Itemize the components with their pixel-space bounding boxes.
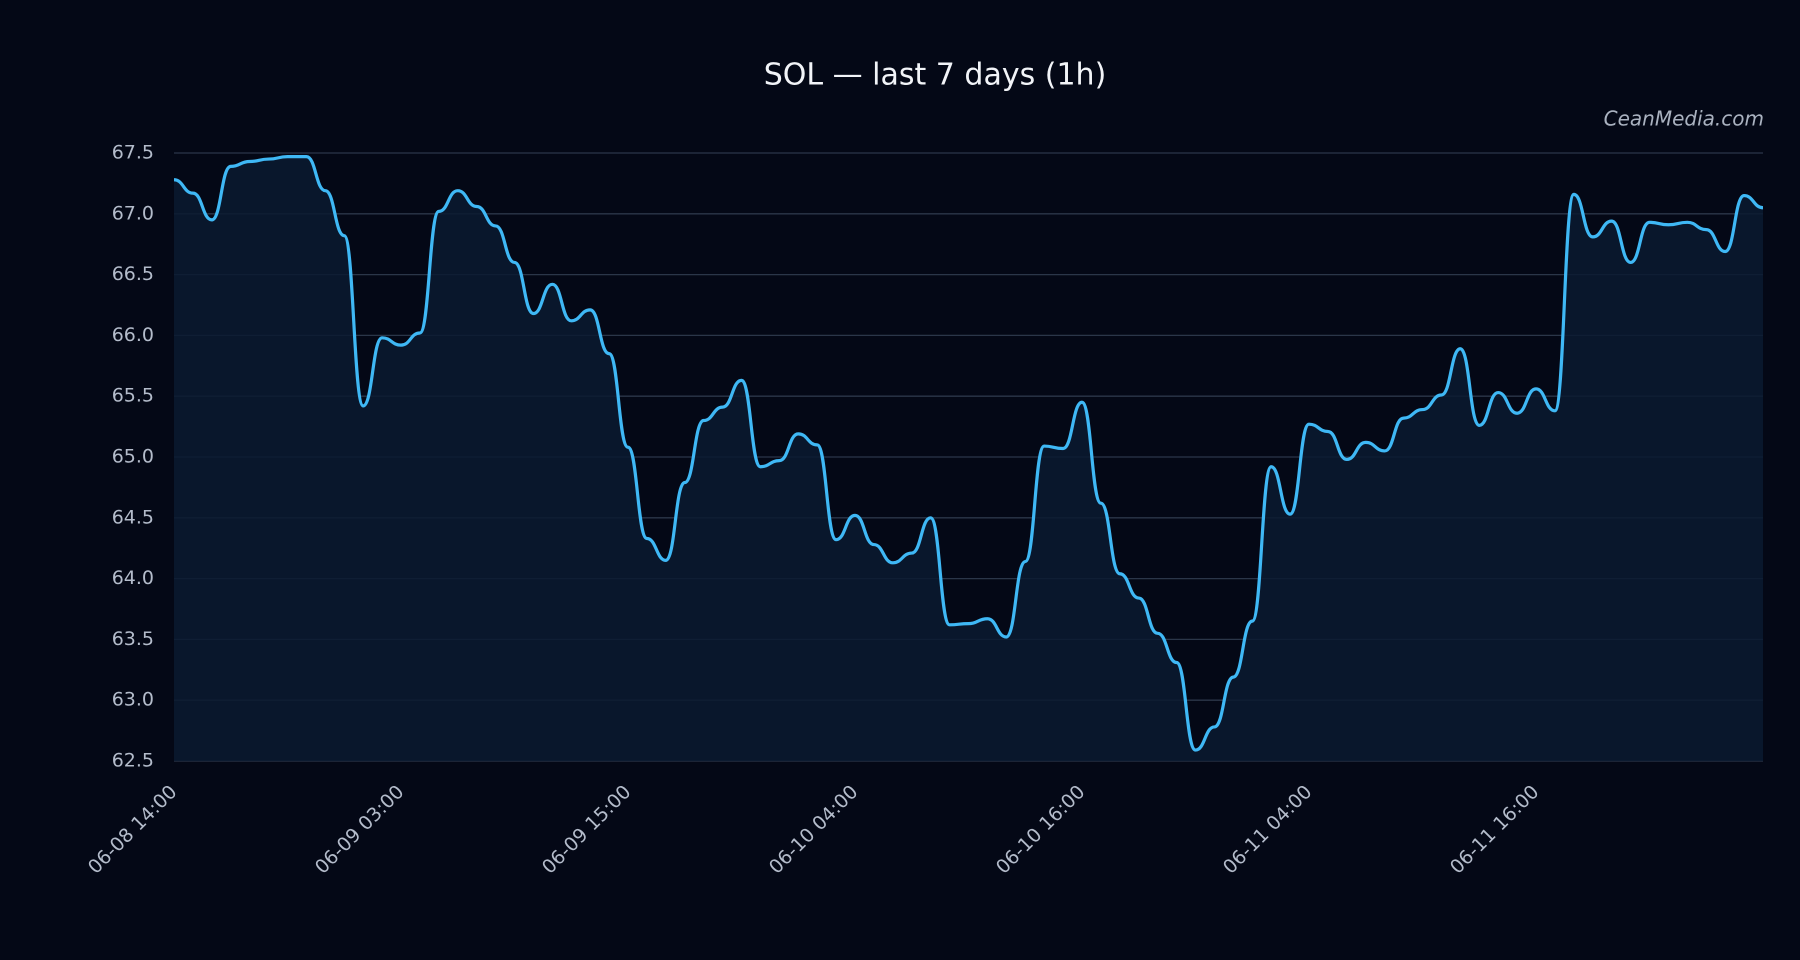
y-tick-label: 64.0 — [112, 567, 154, 589]
y-tick-label: 65.0 — [112, 446, 154, 468]
x-tick-label: 06-10 04:00 — [765, 781, 863, 879]
y-tick-label: 62.5 — [112, 750, 154, 772]
area — [174, 156, 1763, 761]
x-tick-label: 06-09 03:00 — [311, 781, 409, 879]
watermark: CeanMedia.com — [1604, 107, 1764, 131]
x-tick-label: 06-09 15:00 — [538, 781, 636, 879]
line — [173, 155, 1764, 752]
y-tick-label: 64.5 — [112, 506, 154, 528]
chart-title: SOL — last 7 days (1h) — [764, 58, 1107, 93]
y-tick-label: 66.0 — [112, 324, 154, 346]
x-tick-label: 06-08 14:00 — [84, 781, 182, 879]
y-tick-label: 65.5 — [112, 385, 154, 407]
x-tick-label: 06-11 04:00 — [1219, 781, 1317, 879]
x-tick-label: 06-11 16:00 — [1446, 781, 1544, 879]
y-tick-label: 63.0 — [112, 689, 154, 711]
y-tick-label: 67.5 — [112, 142, 154, 164]
y-tick-label: 66.5 — [112, 263, 154, 285]
x-tick-label: 06-10 16:00 — [992, 781, 1090, 879]
y-tick-label: 67.0 — [112, 202, 154, 224]
y-tick-label: 63.5 — [112, 628, 154, 650]
